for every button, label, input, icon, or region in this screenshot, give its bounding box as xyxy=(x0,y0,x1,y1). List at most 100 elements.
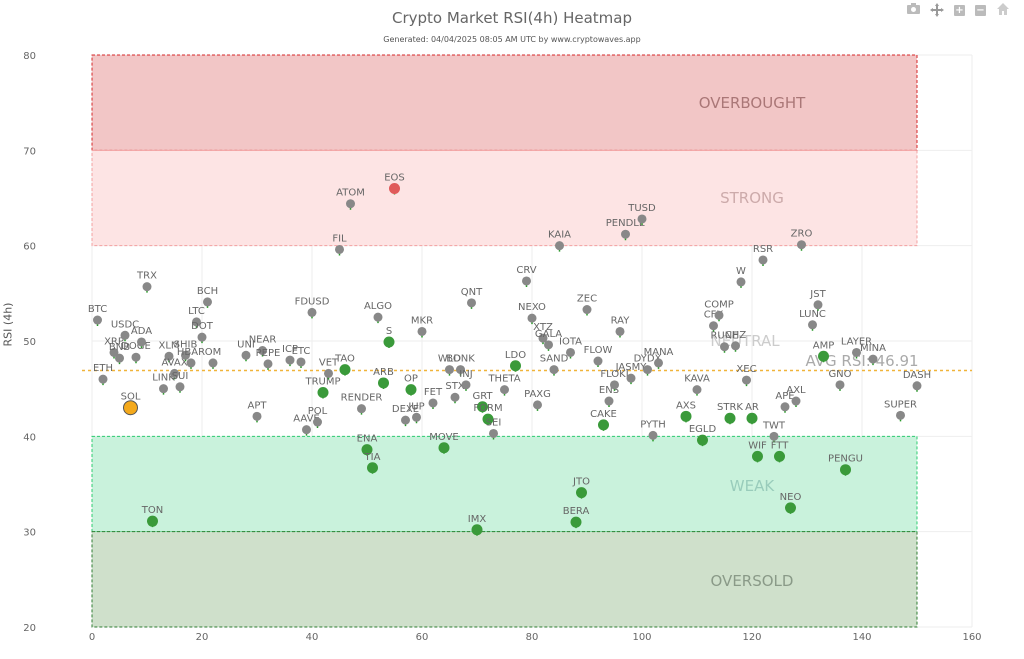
data-point-theta[interactable] xyxy=(500,385,509,395)
data-point-render[interactable] xyxy=(357,404,366,414)
data-point-usdc[interactable] xyxy=(120,330,130,340)
data-point-cfx[interactable] xyxy=(709,321,718,331)
pan-icon[interactable] xyxy=(930,3,944,17)
data-point-dexe[interactable] xyxy=(401,415,410,425)
data-point-btc[interactable] xyxy=(93,315,102,325)
data-point-ldo[interactable] xyxy=(510,360,521,372)
data-point-sui[interactable] xyxy=(175,382,185,392)
data-point-xlm[interactable] xyxy=(164,351,174,361)
camera-icon[interactable] xyxy=(906,3,920,17)
data-point-jasmy[interactable] xyxy=(626,373,636,383)
data-point-eos[interactable] xyxy=(389,182,400,194)
data-point-kava[interactable] xyxy=(692,385,702,395)
data-point-fil[interactable] xyxy=(335,244,344,254)
data-point-wif[interactable] xyxy=(752,450,763,462)
data-point-qnt[interactable] xyxy=(467,298,476,308)
data-point-sand[interactable] xyxy=(549,365,559,375)
data-point-fet[interactable] xyxy=(428,398,438,408)
data-point-avax[interactable] xyxy=(170,368,179,378)
data-point-xrp[interactable] xyxy=(109,347,119,357)
data-point-mkr[interactable] xyxy=(417,326,427,336)
data-point-fdusd[interactable] xyxy=(307,307,317,317)
data-point-rsr[interactable] xyxy=(758,255,768,265)
data-point-wld[interactable] xyxy=(445,365,454,375)
home-icon[interactable] xyxy=(996,3,1010,17)
data-point-tia[interactable] xyxy=(367,462,378,474)
data-point-layer[interactable] xyxy=(852,347,861,357)
data-point-eth[interactable] xyxy=(98,374,108,384)
data-point-sol[interactable] xyxy=(123,400,138,416)
zoom-out-icon[interactable]: − xyxy=(975,5,986,16)
data-point-ens[interactable] xyxy=(604,396,614,406)
data-point-nexo[interactable] xyxy=(527,313,537,323)
data-point-dot[interactable] xyxy=(197,332,207,342)
data-point-ar[interactable] xyxy=(746,412,758,424)
data-point-comp[interactable] xyxy=(714,310,724,320)
data-point-axl[interactable] xyxy=(791,396,801,406)
data-point-etc[interactable] xyxy=(296,357,306,367)
data-point-lunc[interactable] xyxy=(808,320,817,330)
data-point-link[interactable] xyxy=(159,384,168,394)
data-point-egld[interactable] xyxy=(697,434,708,446)
data-point-shib[interactable] xyxy=(181,350,190,360)
data-point-arb[interactable] xyxy=(378,377,389,389)
data-point-ena[interactable] xyxy=(361,444,373,456)
data-point-ada[interactable] xyxy=(137,337,146,347)
data-point-zro[interactable] xyxy=(797,240,806,250)
data-point-apt[interactable] xyxy=(252,411,262,421)
data-point-bnb[interactable] xyxy=(115,353,124,363)
data-point-om[interactable] xyxy=(208,358,218,368)
data-point-doge[interactable] xyxy=(131,352,141,362)
data-point-crv[interactable] xyxy=(522,276,531,286)
data-point-stx[interactable] xyxy=(450,392,460,402)
data-point-inj[interactable] xyxy=(461,380,471,390)
data-point-ltc[interactable] xyxy=(192,317,201,327)
data-point-zec[interactable] xyxy=(582,305,592,315)
data-point-ape[interactable] xyxy=(780,402,790,412)
data-point-bera[interactable] xyxy=(570,516,582,528)
data-point-s[interactable] xyxy=(383,336,395,348)
data-point-jup[interactable] xyxy=(412,412,421,422)
data-point-ton[interactable] xyxy=(147,515,158,527)
data-point-uni[interactable] xyxy=(241,350,251,360)
data-point-dash[interactable] xyxy=(912,381,922,391)
data-point-trump[interactable] xyxy=(317,386,329,398)
data-point-kaia[interactable] xyxy=(555,241,564,251)
data-point-grt[interactable] xyxy=(477,401,488,413)
data-point-move[interactable] xyxy=(438,442,450,454)
data-point-gala[interactable] xyxy=(544,340,553,350)
data-point-algo[interactable] xyxy=(373,312,383,322)
data-point-axs[interactable] xyxy=(680,410,692,422)
data-point-w[interactable] xyxy=(736,277,746,287)
data-point-trx[interactable] xyxy=(142,282,152,292)
data-point-paxg[interactable] xyxy=(533,400,542,410)
data-point-pol[interactable] xyxy=(313,417,322,427)
data-point-jto[interactable] xyxy=(576,487,587,499)
data-point-ftt[interactable] xyxy=(774,450,785,462)
data-point-tao[interactable] xyxy=(339,364,351,376)
data-point-pendle[interactable] xyxy=(621,229,630,239)
data-point-gno[interactable] xyxy=(835,380,845,390)
data-point-pyth[interactable] xyxy=(648,430,658,440)
data-point-dydx[interactable] xyxy=(643,365,652,375)
data-point-aave[interactable] xyxy=(302,425,311,435)
data-point-near[interactable] xyxy=(258,346,267,356)
data-point-neo[interactable] xyxy=(785,502,796,514)
data-point-cake[interactable] xyxy=(598,419,609,431)
data-point-sei[interactable] xyxy=(489,428,498,438)
data-point-tusd[interactable] xyxy=(637,214,647,224)
data-point-twt[interactable] xyxy=(769,431,779,441)
data-point-bch[interactable] xyxy=(203,297,212,307)
data-point-floki[interactable] xyxy=(610,380,619,390)
data-point-rune[interactable] xyxy=(720,342,729,352)
data-point-xec[interactable] xyxy=(742,375,751,385)
data-point-pengu[interactable] xyxy=(840,464,851,476)
data-point-mina[interactable] xyxy=(868,354,878,364)
data-point-iota[interactable] xyxy=(566,347,575,357)
data-point-bonk[interactable] xyxy=(456,365,465,375)
data-point-pepe[interactable] xyxy=(263,359,273,369)
data-point-amp[interactable] xyxy=(818,350,829,362)
data-point-ray[interactable] xyxy=(615,326,625,336)
data-point-flow[interactable] xyxy=(593,356,603,366)
